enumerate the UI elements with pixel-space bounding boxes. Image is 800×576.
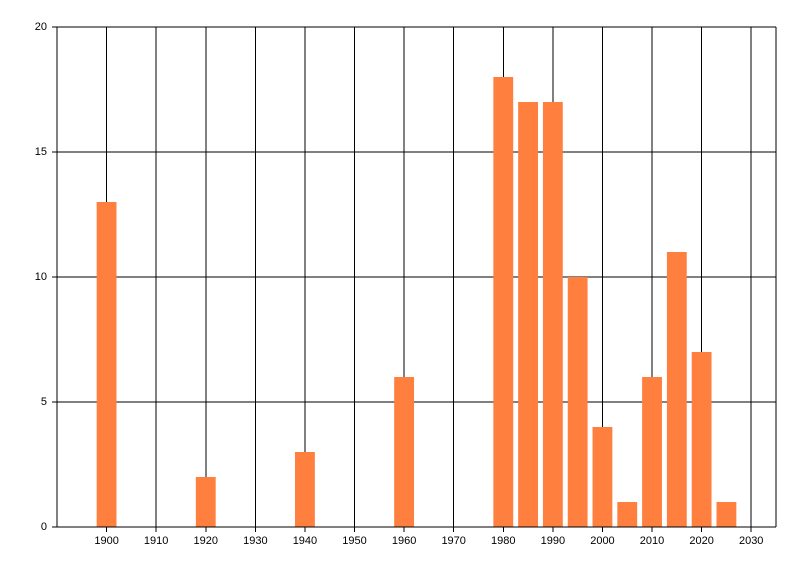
- x-tick-label: 1910: [144, 535, 168, 547]
- bar: [96, 202, 117, 527]
- y-tick-label: 15: [35, 146, 47, 158]
- y-tick-label: 0: [41, 521, 47, 533]
- x-tick-label: 1950: [342, 535, 366, 547]
- y-tick-label: 10: [35, 271, 47, 283]
- x-tick-label: 1960: [392, 535, 416, 547]
- bar: [592, 427, 613, 527]
- x-tick-label: 1980: [491, 535, 515, 547]
- x-tick-label: 1930: [243, 535, 267, 547]
- bar: [518, 102, 538, 527]
- x-tick-label: 1970: [441, 535, 465, 547]
- x-tick-label: 1900: [94, 535, 118, 547]
- bar: [716, 502, 737, 527]
- y-tick-label: 20: [35, 21, 47, 33]
- bar: [493, 77, 514, 527]
- bar: [567, 277, 588, 527]
- x-tick-label: 2020: [689, 535, 713, 547]
- bar: [295, 452, 315, 527]
- x-tick-label: 2030: [739, 535, 763, 547]
- y-tick-label: 5: [41, 396, 47, 408]
- x-tick-label: 1990: [541, 535, 565, 547]
- x-tick-label: 1920: [194, 535, 218, 547]
- x-tick-label: 1940: [293, 535, 317, 547]
- bar: [642, 377, 662, 527]
- bar: [394, 377, 415, 527]
- bar: [617, 502, 638, 527]
- bar: [542, 102, 563, 527]
- bar: [666, 252, 687, 527]
- x-tick-label: 2000: [590, 535, 614, 547]
- bar: [195, 477, 216, 527]
- bar: [691, 352, 712, 527]
- x-tick-label: 2010: [640, 535, 664, 547]
